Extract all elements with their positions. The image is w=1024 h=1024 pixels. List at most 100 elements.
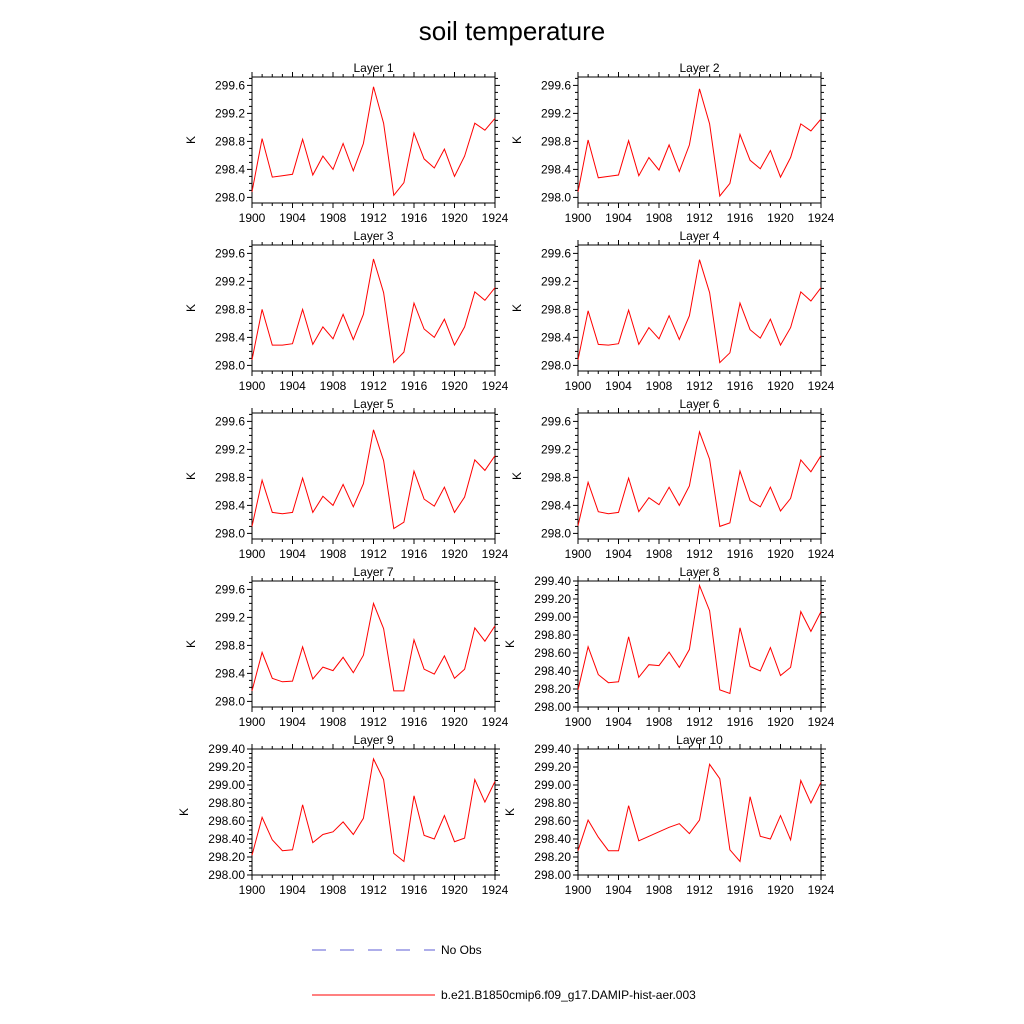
y-axis-label: K bbox=[510, 472, 524, 480]
x-tick-label: 1900 bbox=[565, 715, 592, 729]
y-tick-label: 299.2 bbox=[215, 274, 245, 288]
plot-frame bbox=[577, 580, 822, 708]
y-tick-label: 298.4 bbox=[541, 162, 571, 176]
y-tick-label: 299.6 bbox=[541, 246, 571, 260]
x-tick-label: 1912 bbox=[686, 883, 713, 897]
x-tick-label: 1920 bbox=[441, 547, 468, 561]
x-tick-label: 1908 bbox=[646, 547, 673, 561]
y-tick-label: 298.8 bbox=[215, 638, 245, 652]
y-axis-label: K bbox=[184, 640, 198, 648]
y-axis-label: K bbox=[177, 808, 191, 816]
series-line bbox=[251, 601, 496, 692]
x-tick-label: 1924 bbox=[482, 547, 509, 561]
panel-layer-6: Layer 6 1900 1904 1908 1912 1916 1920 1924 298.0… bbox=[510, 397, 835, 561]
x-tick-label: 1912 bbox=[360, 547, 387, 561]
x-tick-label: 1920 bbox=[441, 379, 468, 393]
x-tick-label: 1908 bbox=[320, 547, 347, 561]
x-tick-label: 1908 bbox=[646, 211, 673, 225]
x-tick-label: 1900 bbox=[239, 715, 266, 729]
plot-frame bbox=[577, 244, 822, 372]
y-tick-label: 299.2 bbox=[541, 106, 571, 120]
figure-title: soil temperature bbox=[419, 16, 605, 46]
y-tick-label: 299.6 bbox=[215, 246, 245, 260]
x-tick-label: 1904 bbox=[605, 211, 632, 225]
y-tick-label: 299.2 bbox=[215, 610, 245, 624]
x-tick-label: 1916 bbox=[727, 883, 754, 897]
y-tick-label: 298.20 bbox=[534, 850, 571, 864]
y-tick-label: 298.40 bbox=[534, 664, 571, 678]
series-line bbox=[251, 757, 496, 863]
y-axis-label: K bbox=[503, 640, 517, 648]
x-tick-label: 1912 bbox=[686, 211, 713, 225]
y-tick-label: 298.0 bbox=[215, 526, 245, 540]
y-tick-label: 298.8 bbox=[541, 134, 571, 148]
panels: Layer 1 1900 1904 1908 1912 1916 1920 1924 298.0… bbox=[177, 61, 835, 897]
y-tick-label: 298.4 bbox=[215, 498, 245, 512]
y-tick-label: 298.00 bbox=[534, 868, 571, 882]
x-tick-label: 1908 bbox=[320, 211, 347, 225]
x-tick-label: 1900 bbox=[239, 211, 266, 225]
x-tick-label: 1908 bbox=[320, 883, 347, 897]
panel-title: Layer 7 bbox=[353, 565, 393, 579]
x-tick-label: 1908 bbox=[320, 379, 347, 393]
plot-frame bbox=[251, 580, 496, 708]
x-tick-label: 1924 bbox=[482, 883, 509, 897]
x-tick-label: 1912 bbox=[686, 379, 713, 393]
panel-title: Layer 10 bbox=[676, 733, 723, 747]
x-tick-label: 1904 bbox=[279, 715, 306, 729]
y-tick-label: 299.20 bbox=[534, 592, 571, 606]
panel-layer-8: Layer 8 1900 1904 1908 1912 1916 1920 1924 298.0… bbox=[503, 565, 835, 729]
y-tick-label: 298.4 bbox=[215, 330, 245, 344]
panel-title: Layer 2 bbox=[679, 61, 719, 75]
x-tick-label: 1900 bbox=[239, 547, 266, 561]
x-tick-label: 1912 bbox=[360, 379, 387, 393]
y-tick-label: 298.4 bbox=[541, 498, 571, 512]
legend-label-no-obs: No Obs bbox=[441, 943, 482, 957]
x-tick-label: 1916 bbox=[727, 547, 754, 561]
x-tick-label: 1916 bbox=[401, 379, 428, 393]
y-tick-label: 299.6 bbox=[541, 414, 571, 428]
y-tick-label: 298.60 bbox=[534, 814, 571, 828]
plot-frame bbox=[251, 244, 496, 372]
x-tick-label: 1920 bbox=[767, 379, 794, 393]
series-line bbox=[577, 259, 822, 364]
plot-frame bbox=[251, 748, 496, 876]
x-tick-label: 1924 bbox=[808, 883, 835, 897]
y-tick-label: 298.80 bbox=[534, 796, 571, 810]
y-tick-label: 298.20 bbox=[208, 850, 245, 864]
y-tick-label: 298.00 bbox=[208, 868, 245, 882]
y-tick-label: 298.8 bbox=[215, 470, 245, 484]
y-tick-label: 298.00 bbox=[534, 700, 571, 714]
y-tick-label: 299.40 bbox=[534, 574, 571, 588]
series-line bbox=[251, 429, 496, 530]
x-tick-label: 1924 bbox=[482, 211, 509, 225]
series-line bbox=[577, 583, 822, 695]
y-tick-label: 298.60 bbox=[534, 646, 571, 660]
x-tick-label: 1920 bbox=[441, 211, 468, 225]
y-tick-label: 299.20 bbox=[534, 760, 571, 774]
legend-label-model: b.e21.B1850cmip6.f09_g17.DAMIP-hist-aer.… bbox=[441, 988, 696, 1002]
y-tick-label: 299.2 bbox=[215, 442, 245, 456]
x-tick-label: 1908 bbox=[646, 883, 673, 897]
y-tick-label: 298.0 bbox=[541, 358, 571, 372]
y-tick-label: 298.0 bbox=[541, 190, 571, 204]
x-tick-label: 1920 bbox=[441, 715, 468, 729]
y-tick-label: 298.4 bbox=[541, 330, 571, 344]
y-axis-label: K bbox=[503, 808, 517, 816]
y-tick-label: 299.40 bbox=[534, 742, 571, 756]
series-line bbox=[577, 88, 822, 198]
x-tick-label: 1912 bbox=[686, 547, 713, 561]
x-tick-label: 1908 bbox=[646, 715, 673, 729]
x-tick-label: 1916 bbox=[401, 547, 428, 561]
x-tick-label: 1924 bbox=[808, 379, 835, 393]
x-tick-label: 1904 bbox=[279, 211, 306, 225]
x-tick-label: 1904 bbox=[605, 379, 632, 393]
y-tick-label: 298.20 bbox=[534, 682, 571, 696]
panel-layer-5: Layer 5 1900 1904 1908 1912 1916 1920 1924 298.0… bbox=[184, 397, 509, 561]
y-tick-label: 298.8 bbox=[215, 134, 245, 148]
x-tick-label: 1920 bbox=[767, 547, 794, 561]
x-tick-label: 1912 bbox=[360, 211, 387, 225]
panel-title: Layer 4 bbox=[679, 229, 719, 243]
y-axis-label: K bbox=[510, 304, 524, 312]
x-tick-label: 1904 bbox=[279, 547, 306, 561]
